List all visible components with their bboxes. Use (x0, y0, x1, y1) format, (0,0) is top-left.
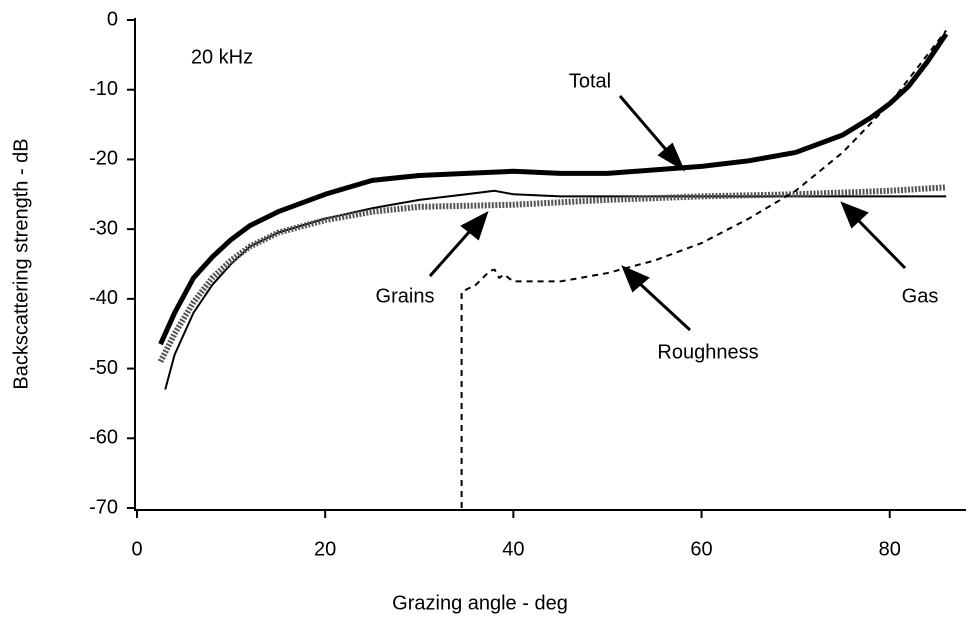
series-label: Total (569, 70, 611, 92)
y-tick-label: -20 (89, 148, 118, 170)
y-tick-label: -40 (89, 287, 118, 309)
x-tick-label: 40 (502, 538, 524, 560)
series-label: Grains (376, 285, 435, 307)
y-tick-label: -60 (89, 427, 118, 449)
series-line (460, 29, 947, 508)
y-axis-label: Backscattering strength - dB (10, 138, 32, 389)
series-label: Gas (902, 285, 939, 307)
y-tick-label: -70 (89, 496, 118, 518)
series-label: Roughness (657, 341, 758, 363)
series-line (157, 184, 947, 363)
y-tick-label: 0 (107, 8, 118, 30)
y-tick-label: -10 (89, 78, 118, 100)
series-line (158, 32, 949, 346)
x-axis-label: Grazing angle - deg (392, 592, 568, 614)
x-tick-label: 20 (314, 538, 336, 560)
x-tick-label: 60 (690, 538, 712, 560)
x-tick-label: 80 (879, 538, 901, 560)
arrows (428, 95, 907, 332)
y-tick-label: -50 (89, 357, 118, 379)
annotation: 20 kHz (191, 46, 253, 68)
x-tick-label: 0 (131, 538, 142, 560)
y-tick-label: -30 (89, 217, 118, 239)
series-line (164, 189, 947, 390)
